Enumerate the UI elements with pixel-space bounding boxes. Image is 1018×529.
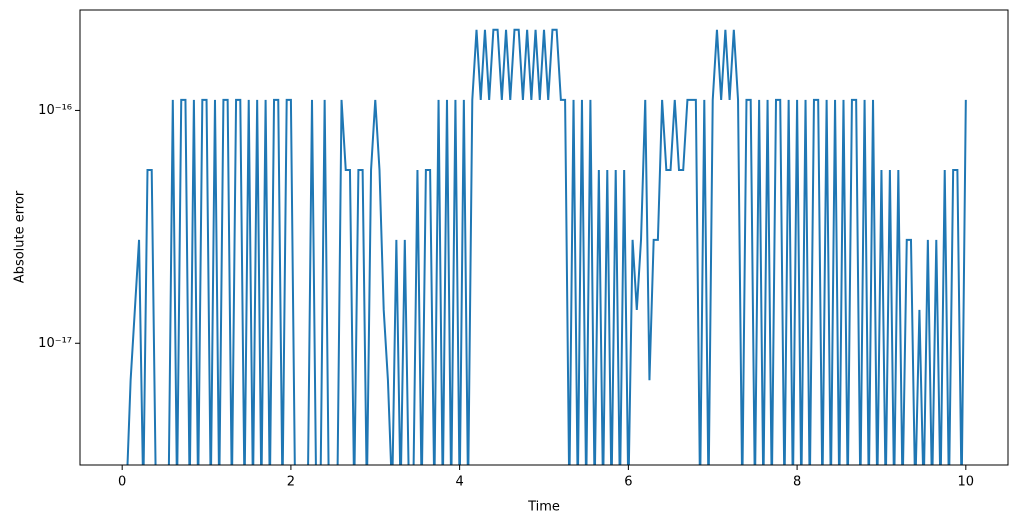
y-tick-label: 10⁻¹⁷ <box>38 336 72 351</box>
y-axis-label: Absolute error <box>13 190 28 283</box>
x-tick-label: 10 <box>958 475 975 490</box>
x-axis-label: Time <box>527 500 560 515</box>
data-line <box>126 28 967 465</box>
plot-frame <box>79 9 1009 466</box>
x-tick-label: 2 <box>287 475 295 490</box>
x-tick-label: 0 <box>118 475 126 490</box>
x-tick-label: 6 <box>624 475 632 490</box>
y-tick-label: 10⁻¹⁶ <box>38 103 72 118</box>
x-tick-label: 8 <box>793 475 801 490</box>
x-tick-label: 4 <box>455 475 463 490</box>
